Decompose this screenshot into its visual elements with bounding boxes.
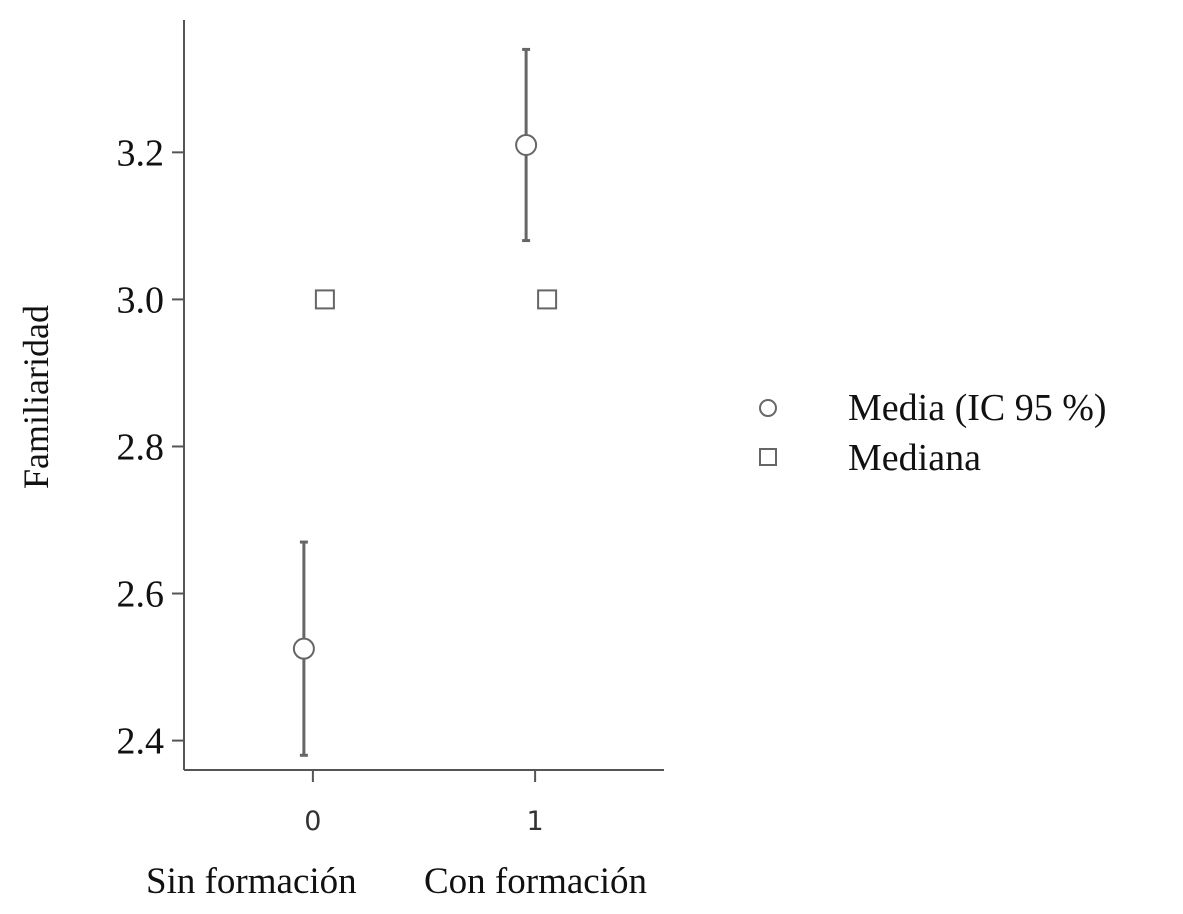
legend-label-mediana: Mediana	[848, 437, 981, 479]
legend-square-icon	[759, 448, 777, 466]
y-tick-label-0: 2.4	[117, 721, 165, 763]
group-label-1: Con formación	[424, 861, 647, 902]
x-tick-label-1: 1	[527, 806, 544, 837]
mean-point-1	[515, 134, 538, 156]
median-point-1	[537, 289, 558, 310]
y-tick-label-2: 2.8	[117, 426, 165, 468]
group-label-0: Sin formación	[146, 861, 357, 902]
y-tick-label-1: 2.6	[117, 574, 165, 616]
y-tick-label-3: 3.0	[117, 279, 165, 321]
median-point-0	[314, 289, 335, 310]
legend-circle-icon	[759, 399, 777, 417]
y-tick-label-4: 3.2	[117, 132, 165, 174]
x-tick-label-0: 0	[304, 806, 321, 837]
chart-marks: 2.4 2.6 2.8 3.0 3.2 0 1	[117, 47, 558, 837]
legend: Media (IC 95 %) Mediana	[759, 387, 1107, 479]
legend-label-media: Media (IC 95 %)	[848, 387, 1107, 429]
y-axis-label: Familiaridad	[16, 305, 56, 489]
mean-point-0	[292, 637, 315, 660]
